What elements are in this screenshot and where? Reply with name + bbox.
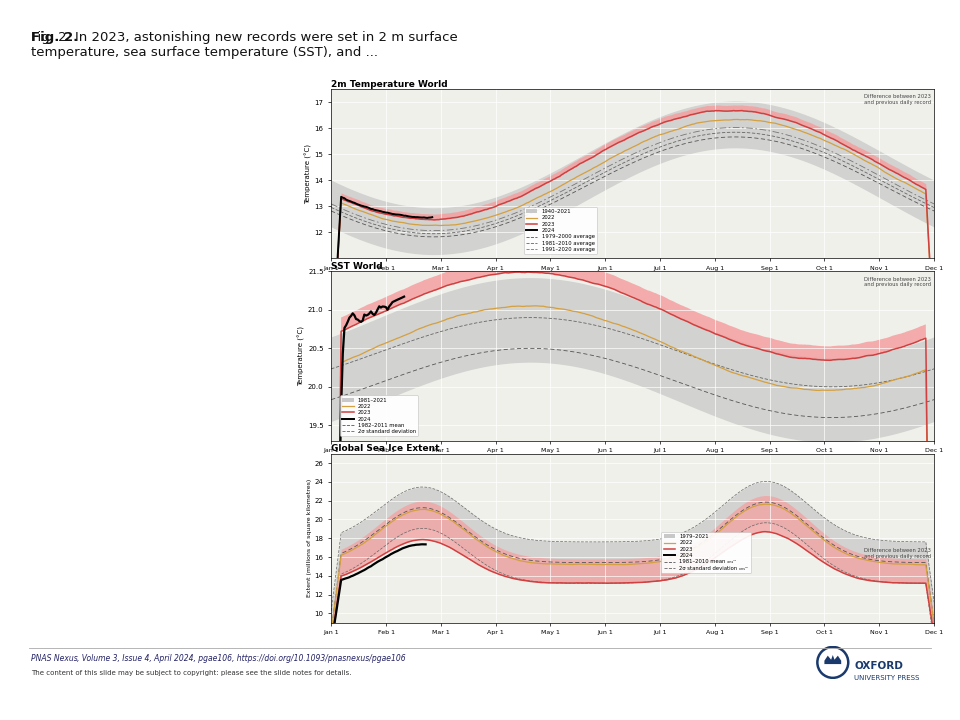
Text: Difference between 2023
and previous daily record: Difference between 2023 and previous dai…	[864, 276, 931, 287]
Text: 2m Temperature World: 2m Temperature World	[331, 79, 447, 89]
Text: Global Sea Ice Extent: Global Sea Ice Extent	[331, 444, 440, 453]
Text: Difference between 2023
and previous daily record: Difference between 2023 and previous dai…	[864, 94, 931, 105]
Text: PNAS Nexus: PNAS Nexus	[31, 654, 78, 662]
Legend: 1940–2021, 2022, 2023, 2024, 1979–2000 average, 1981–2010 average, 1991–2020 ave: 1940–2021, 2022, 2023, 2024, 1979–2000 a…	[524, 207, 597, 254]
Legend: 1979–2021, 2022, 2023, 2024, 1981–2010 mean ₓₙₛᴵᶜ, 2σ standard deviation ₓₙₛᴵᶜ: 1979–2021, 2022, 2023, 2024, 1981–2010 m…	[661, 532, 751, 573]
Text: The content of this slide may be subject to copyright: please see the slide note: The content of this slide may be subject…	[31, 670, 351, 675]
Text: Fig. 2. In 2023, astonishing new records were set in 2 m surface
temperature, se: Fig. 2. In 2023, astonishing new records…	[31, 31, 458, 59]
Y-axis label: Temperature (°C): Temperature (°C)	[298, 326, 305, 386]
Text: OXFORD: OXFORD	[854, 661, 903, 671]
Text: SST World: SST World	[331, 261, 383, 271]
Y-axis label: Temperature (°C): Temperature (°C)	[304, 144, 312, 204]
Legend: 1981–2021, 2022, 2023, 2024, 1982–2011 mean, 2σ standard deviation: 1981–2021, 2022, 2023, 2024, 1982–2011 m…	[340, 395, 418, 436]
Text: Difference between 2023
and previous daily record: Difference between 2023 and previous dai…	[864, 549, 931, 559]
Y-axis label: Extent (millions of square kilometres): Extent (millions of square kilometres)	[307, 479, 312, 598]
Text: Fig. 2.: Fig. 2.	[31, 31, 78, 44]
Text: UNIVERSITY PRESS: UNIVERSITY PRESS	[854, 675, 920, 680]
Text: , Volume 3, Issue 4, April 2024, pgae106, https://doi.org/10.1093/pnasnexus/pgae: , Volume 3, Issue 4, April 2024, pgae106…	[77, 654, 405, 662]
Polygon shape	[825, 655, 841, 664]
